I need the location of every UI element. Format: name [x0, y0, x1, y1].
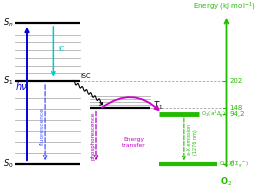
- Text: IC: IC: [59, 46, 65, 52]
- Text: fluorescence: fluorescence: [40, 107, 45, 145]
- Text: S$_1$: S$_1$: [3, 75, 13, 87]
- Text: ISC: ISC: [81, 73, 91, 79]
- Text: phosphorescence: phosphorescence: [90, 112, 95, 160]
- Text: 148: 148: [230, 105, 243, 111]
- Text: S$_0$: S$_0$: [3, 158, 13, 170]
- Text: Energy
transfer: Energy transfer: [122, 137, 145, 148]
- Text: 202: 202: [230, 78, 243, 84]
- Text: T$_1$: T$_1$: [153, 100, 163, 112]
- Text: Energy (kJ mol$^{-1}$): Energy (kJ mol$^{-1}$): [193, 1, 255, 13]
- Text: O$_2$(a$^1$Δ$_g$): O$_2$(a$^1$Δ$_g$): [201, 108, 226, 120]
- Text: O$_2$: O$_2$: [220, 176, 233, 188]
- Text: a-X emission
(1276 nm): a-X emission (1276 nm): [187, 124, 198, 155]
- Text: 0: 0: [230, 161, 234, 167]
- Text: 94,2: 94,2: [230, 111, 245, 117]
- Text: hν: hν: [16, 82, 28, 92]
- Text: O$_2$(X$^3$Σ$_g$$^-$): O$_2$(X$^3$Σ$_g$$^-$): [219, 158, 249, 170]
- Text: S$_n$: S$_n$: [3, 17, 13, 29]
